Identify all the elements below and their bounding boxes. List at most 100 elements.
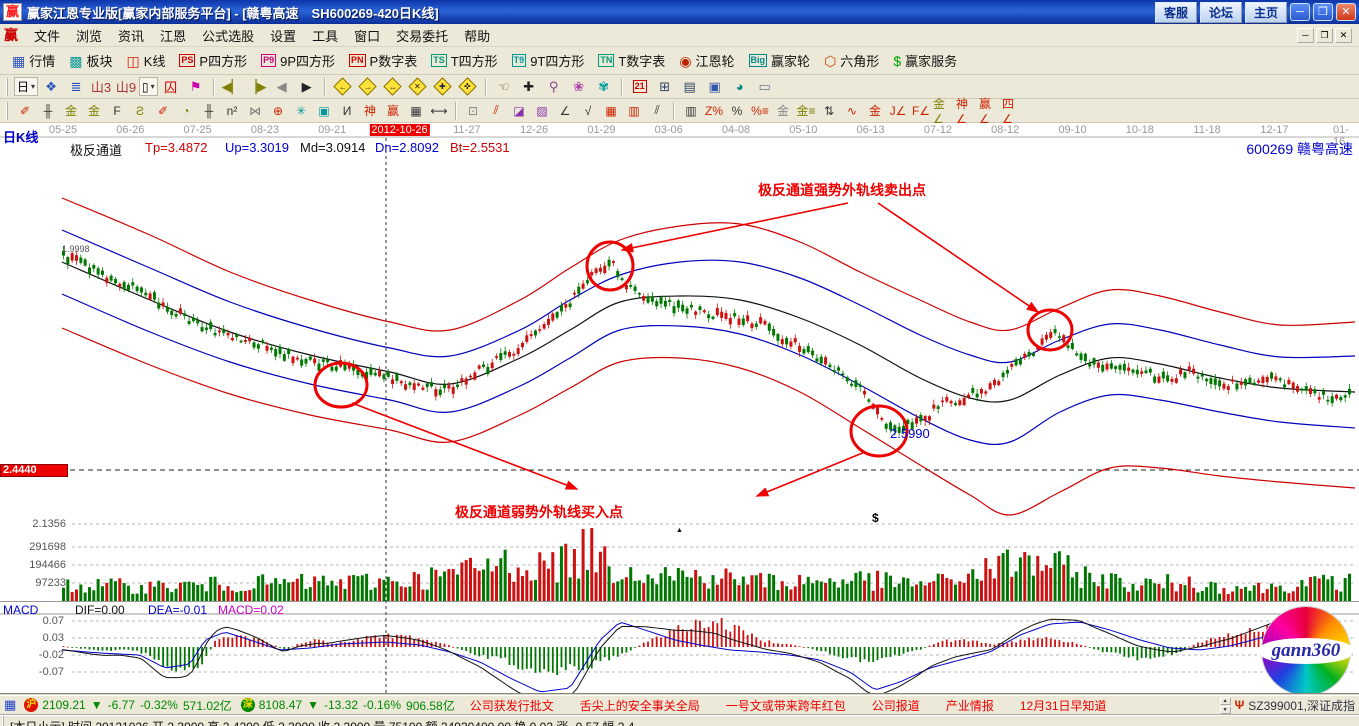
- calendar-icon[interactable]: 21: [628, 77, 652, 97]
- child-restore-button[interactable]: ❐: [1316, 27, 1333, 43]
- draw-gridbox-icon[interactable]: ▨: [536, 103, 548, 118]
- draw-fibo-icon[interactable]: F: [113, 103, 121, 118]
- draw-square-n-icon[interactable]: n²: [226, 103, 238, 118]
- draw-wave-mark-icon[interactable]: И: [342, 103, 352, 118]
- draw-grid-icon[interactable]: ╫: [43, 103, 53, 118]
- shift-right-icon[interactable]: →: [356, 77, 380, 97]
- first-bar-icon[interactable]: ◀▏: [221, 78, 242, 94]
- draw-si-angle-icon[interactable]: 四∠: [1002, 97, 1015, 126]
- menu-item-8[interactable]: 交易委托: [396, 28, 449, 44]
- draw-spiral-icon[interactable]: Ƨ: [135, 103, 144, 118]
- draw-gold-line-icon[interactable]: 金: [64, 104, 77, 118]
- draw-shen-grid-icon[interactable]: 神: [363, 104, 376, 118]
- resize-grip[interactable]: [2, 716, 6, 726]
- menu-item-0[interactable]: 文件: [34, 28, 61, 44]
- draw-ying-grid-icon[interactable]: 赢: [386, 104, 399, 118]
- menu-item-2[interactable]: 资讯: [118, 28, 145, 44]
- draw-gold-lines-icon[interactable]: 金≡: [796, 104, 816, 118]
- draw-wave-icon[interactable]: ∿: [846, 103, 858, 118]
- menu-item-7[interactable]: 窗口: [354, 28, 381, 44]
- close-button[interactable]: ✕: [1336, 3, 1356, 21]
- main-chart-canvas[interactable]: [0, 123, 1359, 695]
- flower-icon[interactable]: ❀: [573, 78, 585, 94]
- draw-cycle-icon[interactable]: ◔: [182, 103, 190, 118]
- menu-item-1[interactable]: 浏览: [76, 28, 103, 44]
- zoom-in-icon[interactable]: ✜: [456, 77, 480, 97]
- draw-updown-icon[interactable]: ⇅: [823, 103, 835, 118]
- draw-grid2-icon[interactable]: ╫: [204, 103, 214, 118]
- last-bar-icon[interactable]: ▕▶: [246, 78, 267, 94]
- bars9-icon[interactable]: 山9: [115, 80, 137, 95]
- draw-pencil2-icon[interactable]: ✐: [157, 103, 169, 118]
- restore-button[interactable]: ❐: [1313, 3, 1333, 21]
- bars3-icon[interactable]: 山3: [90, 80, 112, 95]
- draw-fan-icon[interactable]: ⫽: [493, 103, 499, 117]
- draw-check-icon[interactable]: √: [584, 103, 592, 118]
- prev-bar-icon[interactable]: ◀: [276, 78, 287, 94]
- draw-redgrid2-icon[interactable]: ▥: [628, 103, 640, 118]
- draw-pencil-icon[interactable]: ✐: [19, 103, 31, 118]
- menu-item-3[interactable]: 江恩: [160, 28, 187, 44]
- draw-slash-icon[interactable]: ⫽: [654, 103, 660, 117]
- child-minimize-button[interactable]: ─: [1297, 27, 1314, 43]
- brain-icon[interactable]: ✾: [598, 78, 610, 94]
- draw-shen-angle-icon[interactable]: 神∠: [956, 97, 969, 126]
- crosshair-icon[interactable]: ✚: [523, 78, 535, 94]
- child-close-button[interactable]: ✕: [1335, 27, 1352, 43]
- p9-square-button[interactable]: P9 9P四方形: [255, 49, 341, 72]
- calculator-icon[interactable]: ⊞: [659, 78, 671, 94]
- draw-gold-angle-icon[interactable]: 金∠: [933, 97, 946, 126]
- pattern-window-icon[interactable]: ❖: [45, 78, 57, 94]
- minimize-button[interactable]: ─: [1290, 3, 1310, 21]
- news-item-2[interactable]: 一号文或带来跨年红包: [725, 698, 846, 713]
- draw-box-icon[interactable]: ▣: [318, 103, 330, 118]
- forum-button[interactable]: 论坛: [1199, 1, 1242, 23]
- draw-fanbox-icon[interactable]: ◪: [513, 103, 525, 118]
- hexagon-button[interactable]: ⬡ 六角形: [818, 49, 885, 72]
- period-day-select-caret-icon[interactable]: ▾: [31, 82, 36, 91]
- save-icon[interactable]: ▣: [708, 78, 721, 94]
- gann-wheel-button[interactable]: ◉ 江恩轮: [673, 49, 740, 72]
- network-icon[interactable]: ◕: [735, 79, 744, 94]
- draw-kite-icon[interactable]: ⋈: [249, 103, 261, 118]
- menu-item-6[interactable]: 工具: [312, 28, 339, 44]
- menu-item-4[interactable]: 公式选股: [202, 28, 255, 44]
- expand-h-icon[interactable]: ↔: [381, 77, 405, 97]
- period-day-select[interactable]: 日 ▾: [14, 77, 39, 96]
- draw-gold-line2-icon[interactable]: 金: [87, 104, 100, 118]
- customer-service-button[interactable]: 客服: [1154, 1, 1197, 23]
- draw-zpct-icon[interactable]: Z%: [705, 103, 723, 118]
- draw-gold-red-icon[interactable]: 金: [868, 104, 881, 118]
- draw-gold-circle-icon[interactable]: 金: [776, 104, 789, 118]
- news-item-0[interactable]: 公司获发行批文: [469, 698, 554, 713]
- kline-button[interactable]: ◫ K线: [121, 49, 172, 72]
- news-item-4[interactable]: 产业情报: [945, 698, 994, 713]
- kline-color-icon[interactable]: 囚: [164, 80, 178, 95]
- homepage-button[interactable]: 主页: [1244, 1, 1287, 23]
- chart-area[interactable]: 日K线 05-25 06-26 07-25 08-23 09-21 2012-10-26 1…: [0, 123, 1359, 695]
- menu-item-9[interactable]: 帮助: [464, 28, 491, 44]
- candle-style-select[interactable]: ▯ ▾: [139, 77, 158, 96]
- next-bar-icon[interactable]: ▶: [301, 78, 312, 94]
- t9-square-button[interactable]: T9 9T四方形: [506, 49, 591, 72]
- t-number-button[interactable]: TN T数字表: [592, 49, 671, 72]
- t-square-button[interactable]: TS T四方形: [425, 49, 503, 72]
- report-icon[interactable]: ≣: [70, 78, 82, 94]
- draw-span-icon[interactable]: ⟷: [430, 103, 448, 118]
- news-item-1[interactable]: 舌尖上的安全事关全局: [579, 698, 700, 713]
- notebook-icon[interactable]: ▤: [683, 78, 696, 94]
- news-item-3[interactable]: 公司报道: [871, 698, 920, 713]
- draw-angle-icon[interactable]: ∠: [559, 103, 571, 118]
- draw-count-icon[interactable]: ▥: [685, 103, 697, 118]
- p-number-button[interactable]: PN P数字表: [343, 49, 423, 72]
- shift-left-icon[interactable]: ←: [331, 77, 355, 97]
- draw-piano-icon[interactable]: ▦: [410, 103, 422, 118]
- draw-pct-icon[interactable]: %: [731, 103, 743, 118]
- compress-icon[interactable]: ✕: [406, 77, 430, 97]
- computer-icon[interactable]: ▭: [758, 78, 771, 94]
- winner-wheel-button[interactable]: Big 赢家轮: [743, 49, 817, 72]
- p-square-button[interactable]: PS P四方形: [173, 49, 253, 72]
- menu-item-5[interactable]: 设置: [270, 28, 297, 44]
- draw-f-angle-icon[interactable]: F∠: [911, 103, 931, 118]
- draw-star-icon[interactable]: ✳: [295, 103, 307, 118]
